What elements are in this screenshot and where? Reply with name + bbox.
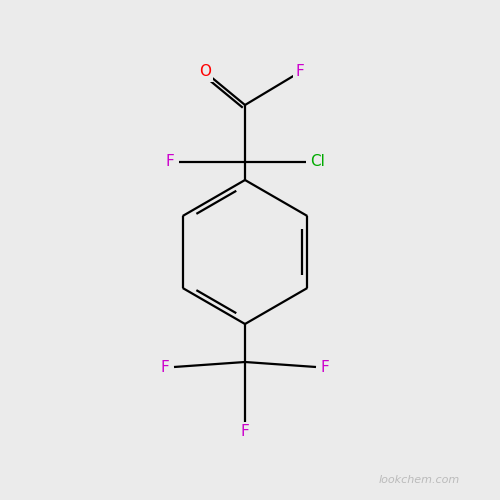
Text: F: F [166,154,174,170]
Text: F: F [240,424,250,440]
Text: Cl: Cl [310,154,326,170]
Text: lookchem.com: lookchem.com [379,475,460,485]
Text: F: F [160,360,170,374]
Text: F: F [296,64,304,80]
Text: O: O [199,64,211,80]
Text: F: F [320,360,330,374]
